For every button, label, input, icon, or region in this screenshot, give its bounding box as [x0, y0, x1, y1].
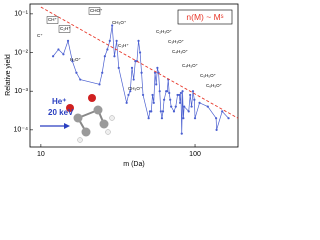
data-point — [127, 93, 130, 97]
legend-entry: n(M) ~ Mˢ — [186, 12, 223, 22]
data-point — [101, 71, 104, 74]
data-point — [129, 90, 132, 93]
projectile-label: 20 keV — [48, 108, 74, 117]
data-point — [155, 83, 158, 86]
data-point — [140, 71, 143, 74]
data-point — [106, 48, 109, 51]
fragment-label: C₃H₃O⁺ — [168, 39, 185, 44]
data-point — [156, 66, 159, 70]
fragment-label: C₆H₅O⁺ — [206, 83, 223, 88]
x-axis-label: m (Da) — [123, 161, 144, 168]
data-point — [181, 90, 184, 93]
data-point — [166, 90, 169, 93]
data-point — [193, 117, 197, 120]
data-point — [227, 117, 230, 120]
plot-frame — [29, 3, 239, 148]
data-point — [198, 101, 201, 104]
y-tick-label: 10⁻⁴ — [14, 127, 29, 134]
molecule — [40, 94, 115, 143]
fragment-label: C₂H₃O⁺ — [156, 29, 173, 34]
y-tick-label: 10⁻¹ — [14, 11, 28, 18]
data-point — [132, 78, 135, 81]
annotation-box — [46, 16, 59, 24]
data-point — [150, 110, 153, 113]
data-point — [178, 101, 182, 104]
data-point — [162, 98, 166, 101]
data-point — [137, 39, 140, 42]
data-point — [180, 132, 183, 135]
data-point — [161, 110, 165, 113]
fragment-label: C₄H₃O⁺ — [172, 49, 189, 54]
fragment-label: C⁺ — [37, 33, 43, 38]
data-point — [221, 110, 224, 113]
data-point — [134, 60, 137, 63]
data-point — [103, 55, 106, 58]
fit-line — [40, 6, 239, 119]
data-point — [183, 105, 186, 108]
y-axis-label: Relative yield — [5, 54, 12, 96]
data-point — [115, 39, 118, 42]
data-point — [176, 93, 179, 97]
data-point — [178, 93, 181, 97]
data-point — [111, 24, 114, 27]
x-tick-label: 10 — [37, 151, 45, 158]
data-point — [174, 105, 177, 108]
fragment-label: CH⁺ — [48, 17, 57, 22]
data-point — [169, 98, 172, 101]
data-point — [193, 98, 196, 101]
data-point — [160, 117, 164, 120]
data-point — [62, 53, 65, 56]
x-tick-label: 100 — [189, 151, 201, 158]
data-point — [130, 66, 134, 70]
data-point — [172, 110, 176, 113]
data-point — [141, 93, 145, 97]
data-point — [98, 83, 101, 86]
data-point — [215, 117, 218, 120]
fragment-label: CHO⁺ — [90, 8, 103, 13]
data-point — [151, 93, 154, 97]
data-point — [170, 105, 173, 108]
annotation-box — [58, 25, 71, 33]
fragment-label: H₂O⁺ — [70, 57, 81, 62]
projectile-label: He⁺ — [52, 97, 66, 106]
fragment-label: CH₃O⁺ — [112, 20, 127, 25]
data-point — [79, 78, 82, 81]
data-point — [187, 110, 190, 113]
legend-box — [177, 9, 233, 25]
data-point — [182, 117, 185, 120]
data-point — [108, 39, 111, 42]
data-point — [125, 101, 128, 104]
fragment-label: CH₃O⁺ — [128, 86, 143, 91]
annotation-box — [88, 7, 101, 15]
data-point — [159, 110, 162, 113]
data-point — [158, 90, 161, 93]
data-point — [191, 90, 195, 93]
data-point — [179, 91, 183, 95]
data-point — [71, 60, 74, 63]
data-point — [168, 91, 171, 95]
data-point — [147, 117, 150, 120]
data-point — [57, 48, 60, 51]
data-point — [189, 93, 192, 97]
data-point — [152, 101, 155, 104]
data-point — [138, 51, 142, 54]
fragment-label: C₂H⁺ — [60, 26, 71, 31]
data-point — [206, 105, 209, 108]
fragment-label: C₄H₅O⁺ — [182, 63, 199, 68]
fragment-label: C₃H⁺ — [118, 43, 129, 48]
y-tick-label: 10⁻³ — [14, 88, 28, 95]
data-point — [215, 128, 218, 131]
data-point — [113, 55, 116, 58]
data-point — [75, 71, 78, 74]
data-point — [190, 105, 193, 108]
y-tick-label: 10⁻² — [14, 49, 28, 56]
data-point — [51, 55, 55, 58]
data-point — [117, 66, 120, 70]
chart: m (Da) Relative yield 10 100 10⁻¹ 10⁻² 10⁻³ 1… — [5, 3, 239, 168]
data-point — [66, 39, 70, 42]
fragment-label: C₅H₅O⁺ — [200, 73, 217, 78]
